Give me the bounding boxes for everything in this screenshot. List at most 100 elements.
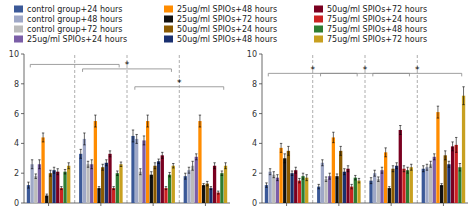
bar <box>455 145 458 203</box>
bar <box>447 164 450 203</box>
legend-label: 25ug/ml SPIOs+48 hours <box>177 5 277 14</box>
bar <box>380 170 383 203</box>
bar <box>213 166 216 203</box>
x-tick <box>153 203 154 206</box>
bar <box>146 121 149 203</box>
y-tick-label: 2 <box>14 169 19 178</box>
bar <box>433 157 436 203</box>
error-bar <box>31 160 33 169</box>
legend-label: 75ug/ml SPIOs+72 hours <box>327 35 427 44</box>
bar <box>97 188 100 203</box>
y-tick <box>259 203 262 204</box>
legend-swatch <box>164 36 173 43</box>
error-bar <box>295 167 297 173</box>
annotation: * <box>125 60 130 70</box>
error-bar <box>350 184 352 188</box>
bar <box>209 188 212 203</box>
y-tick-label: 0 <box>14 199 19 208</box>
error-bar <box>139 169 141 175</box>
bar <box>321 163 324 203</box>
legend-swatch <box>14 6 23 13</box>
error-bar <box>381 167 383 173</box>
bar <box>402 169 405 203</box>
error-bar <box>329 173 331 179</box>
legend-swatch <box>314 6 323 13</box>
bar <box>335 176 338 203</box>
bar <box>290 173 293 203</box>
bar <box>41 137 44 203</box>
legend-item: 50ug/ml SPIOs+72 hours <box>314 5 427 14</box>
group-separator <box>74 54 75 203</box>
y-axis <box>262 54 263 203</box>
error-bar <box>399 126 401 135</box>
error-bar <box>406 167 408 173</box>
error-bar <box>410 164 412 170</box>
y-tick-label: 2 <box>252 169 257 178</box>
y-tick-label: 4 <box>252 139 257 148</box>
legend-label: 75ug/ml SPIOs+48 hours <box>327 25 427 34</box>
bar <box>391 169 394 203</box>
bar <box>422 169 425 203</box>
bar <box>79 154 82 203</box>
legend-swatch <box>164 26 173 33</box>
legend-swatch <box>14 36 23 43</box>
bar <box>112 188 115 203</box>
error-bar <box>384 148 386 157</box>
error-bar <box>347 166 349 172</box>
error-bar <box>302 173 304 179</box>
legend-label: control group+24 hours <box>27 5 122 14</box>
bar <box>265 185 268 203</box>
bars <box>27 115 227 203</box>
y-tick <box>21 83 24 84</box>
error-bar <box>339 146 341 155</box>
group-separator <box>417 54 418 203</box>
bar <box>395 166 398 203</box>
legend-item: 50ug/ml SPIOs+48 hours <box>164 35 277 44</box>
annotation: * <box>177 78 182 88</box>
error-bar <box>224 163 226 169</box>
bar <box>324 179 327 203</box>
y-tick-label: 10 <box>9 50 19 59</box>
legend-label: 50ug/ml SPIOs+72 hours <box>327 5 427 14</box>
error-bar <box>403 166 405 172</box>
annotation: * <box>310 65 315 75</box>
bar <box>86 164 89 203</box>
bar <box>206 184 209 203</box>
error-bar <box>150 172 152 178</box>
legend-swatch <box>314 16 323 23</box>
bar <box>202 185 205 203</box>
legend-item: 75ug/ml SPIOs+24 hours <box>314 15 427 24</box>
legend-label: 50ug/ml SPIOs+24 hours <box>177 25 277 34</box>
bar <box>399 130 402 203</box>
error-bar <box>109 151 111 157</box>
annotation: * <box>363 65 368 75</box>
bar <box>116 173 119 203</box>
x-tick <box>443 203 444 206</box>
legend-item: 75ug/ml SPIOs+48 hours <box>314 25 427 34</box>
bar <box>410 167 413 203</box>
bar <box>34 176 37 203</box>
bar <box>90 164 93 203</box>
y-tick <box>21 203 24 204</box>
y-tick-label: 0 <box>252 199 257 208</box>
error-bar <box>291 171 293 175</box>
legend-item: 75ug/ml SPIOs+72 hours <box>314 35 427 44</box>
error-bar <box>325 177 327 181</box>
error-bar <box>444 151 446 160</box>
error-bar <box>336 174 338 178</box>
error-bar <box>298 178 300 182</box>
legend-swatch <box>314 36 323 43</box>
bar <box>301 176 304 203</box>
error-bar <box>377 177 379 181</box>
error-bar <box>105 160 107 166</box>
significance-bracket <box>30 64 119 67</box>
annotation: * <box>415 65 420 75</box>
error-bar <box>195 154 197 160</box>
bar <box>294 170 297 203</box>
error-bar <box>462 87 464 105</box>
error-bar <box>154 163 156 169</box>
legend-item: control group+24 hours <box>14 5 122 14</box>
error-bar <box>184 173 186 179</box>
legend-swatch <box>164 16 173 23</box>
error-bar <box>27 182 29 188</box>
